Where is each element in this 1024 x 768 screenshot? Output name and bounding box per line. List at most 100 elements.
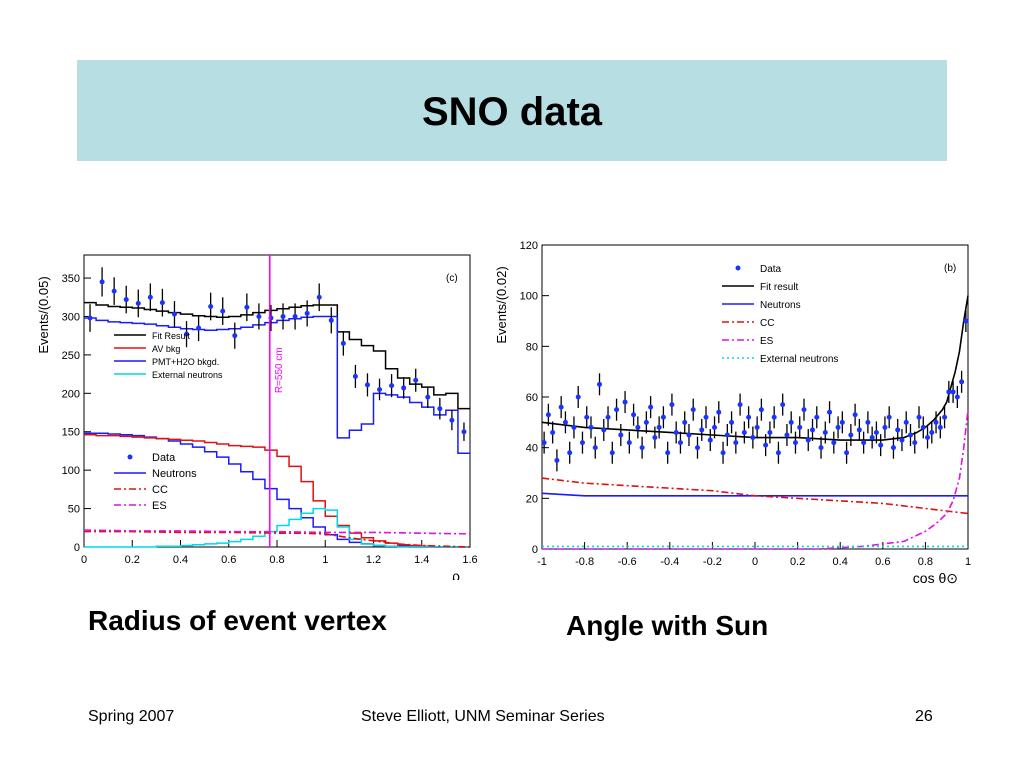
x-axis-label: ρ — [452, 568, 460, 580]
y-tick-label: 0 — [74, 542, 80, 554]
data-point — [292, 313, 298, 319]
legend-item-data: Data — [735, 264, 782, 275]
data-point — [635, 424, 641, 430]
x-tick-label: -0.2 — [703, 556, 722, 568]
y-axis-label: Events/(0.02) — [494, 266, 509, 343]
legend-item-external-neutrons: External neutrons — [722, 354, 838, 365]
data-point — [903, 419, 909, 425]
x-tick-label: 0.4 — [173, 554, 188, 566]
data-point — [827, 409, 833, 415]
data-point — [618, 432, 624, 438]
data-point — [767, 429, 773, 435]
caption-angle: Angle with Sun — [566, 610, 769, 641]
data-point — [171, 311, 177, 317]
x-tick-label: 0.6 — [875, 556, 890, 568]
legend-item-neutrons: Neutrons — [114, 468, 197, 480]
data-point — [852, 412, 858, 418]
data-point — [622, 399, 628, 405]
data-point — [805, 437, 811, 443]
data-point — [461, 429, 467, 435]
data-point — [771, 414, 777, 420]
y-tick-label: 0 — [532, 544, 538, 556]
slide-title: SNO data — [421, 90, 603, 134]
data-point — [605, 414, 611, 420]
legend-label: Neutrons — [760, 300, 801, 311]
data-point — [232, 333, 238, 339]
data-point — [797, 424, 803, 430]
data-point — [550, 429, 556, 435]
data-point — [937, 424, 943, 430]
series-cc — [541, 477, 969, 515]
legend-item-fit-result: Fit Result — [114, 331, 191, 341]
footer-presenter: Steve Elliott, UNM Seminar Series — [361, 708, 605, 725]
series-av-bkg — [84, 434, 470, 548]
data-point — [184, 331, 190, 337]
x-tick-label: 0.8 — [918, 556, 933, 568]
data-point — [626, 440, 632, 446]
legend-item-cc: CC — [114, 484, 168, 496]
y-tick-label: 250 — [62, 350, 80, 362]
data-point — [733, 440, 739, 446]
legend-label: CC — [760, 318, 774, 329]
data-point — [835, 424, 841, 430]
data-point — [716, 409, 722, 415]
legend-label: External neutrons — [760, 354, 838, 365]
data-point — [933, 419, 939, 425]
data-point — [750, 435, 756, 441]
data-point — [946, 389, 952, 395]
data-point — [818, 445, 824, 451]
data-point — [328, 317, 334, 323]
data-point — [567, 450, 573, 456]
legend-label: ES — [760, 336, 774, 347]
legend-label: Fit result — [760, 282, 799, 293]
y-tick-label: 300 — [62, 311, 80, 323]
x-tick-label: 1 — [965, 556, 971, 568]
data-point — [579, 440, 585, 446]
data-point — [925, 435, 931, 441]
footer-page-number: 26 — [915, 708, 933, 725]
data-point — [882, 424, 888, 430]
caption-radius: Radius of event vertex — [88, 605, 387, 636]
y-tick-label: 40 — [526, 443, 538, 455]
data-point — [340, 340, 346, 346]
data-point — [449, 417, 455, 423]
x-axis-label: cos θ⊙ — [913, 570, 958, 586]
data-point — [669, 402, 675, 408]
data-point — [950, 389, 956, 395]
data-point — [639, 445, 645, 451]
data-point — [746, 414, 752, 420]
legend-item-es: ES — [722, 336, 774, 347]
series-external-neutrons — [84, 507, 470, 548]
series-es — [542, 409, 969, 550]
data-point — [280, 313, 286, 319]
data-point — [899, 437, 905, 443]
data-point — [401, 385, 407, 391]
data-point — [707, 437, 713, 443]
data-point — [801, 407, 807, 413]
data-point — [545, 412, 551, 418]
panel-tag: (b) — [944, 263, 956, 274]
legend-item-pmt-h2o-bkgd: PMT+H2O bkgd. — [114, 357, 219, 367]
data-point — [196, 325, 202, 331]
data-point — [575, 394, 581, 400]
data-point — [724, 432, 730, 438]
series-data — [87, 267, 467, 441]
data-point — [954, 394, 960, 400]
data-point — [571, 424, 577, 430]
x-tick-label: 1.4 — [414, 554, 429, 566]
y-tick-label: 350 — [62, 273, 80, 285]
data-point — [413, 377, 419, 383]
data-point — [147, 294, 153, 300]
x-tick-label: 0 — [752, 556, 758, 568]
title-band: SNO data — [77, 60, 947, 161]
data-point — [890, 445, 896, 451]
data-point — [304, 310, 310, 316]
data-point — [588, 424, 594, 430]
series-data — [541, 310, 969, 472]
x-tick-label: 0 — [81, 554, 87, 566]
data-point — [780, 402, 786, 408]
data-point — [648, 404, 654, 410]
data-point — [682, 419, 688, 425]
y-tick-label: 100 — [520, 291, 538, 303]
data-point — [425, 394, 431, 400]
